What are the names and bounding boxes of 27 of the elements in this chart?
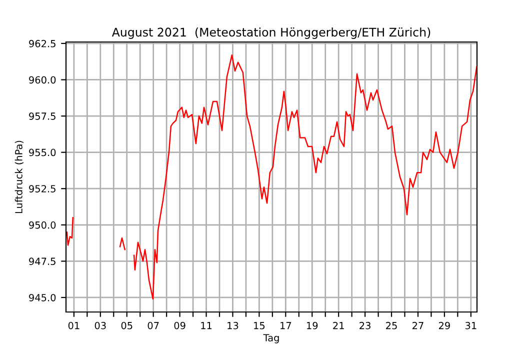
y-tick-label: 950.0	[29, 221, 56, 229]
x-tick-label: 07	[148, 322, 159, 330]
x-tick-label: 23	[360, 322, 370, 330]
y-tick-label: 962.5	[29, 40, 56, 48]
y-axis-title: Luftdruck (hPa)	[14, 140, 24, 214]
x-tick-label: 05	[121, 322, 132, 330]
y-tick-label: 947.5	[29, 258, 56, 266]
x-tick-label: 31	[465, 322, 476, 330]
x-tick-label: 27	[412, 322, 424, 330]
y-tick-label: 952.5	[29, 185, 56, 192]
x-tick-label: 15	[254, 322, 265, 330]
y-tick-label: 955.0	[29, 148, 56, 156]
x-tick-label: 09	[174, 322, 186, 330]
x-tick-label: 11	[201, 322, 212, 330]
chart-title: August 2021 (Meteostation Hönggerberg/ETH Zürich)	[112, 27, 430, 39]
x-tick-label: 03	[94, 322, 106, 330]
y-tick-label: 945.0	[29, 294, 56, 302]
x-tick-label: 13	[228, 322, 238, 330]
x-tick-label: 17	[280, 322, 292, 330]
x-tick-label: 25	[386, 322, 397, 330]
x-tick-label: 29	[438, 322, 450, 330]
y-tick-label: 960.0	[29, 76, 56, 84]
x-tick-label: 19	[307, 322, 318, 330]
x-tick-label: 01	[68, 322, 80, 330]
y-tick-label: 957.5	[29, 112, 56, 120]
x-tick-label: 21	[333, 322, 344, 330]
x-axis-title: Tag	[263, 334, 279, 344]
